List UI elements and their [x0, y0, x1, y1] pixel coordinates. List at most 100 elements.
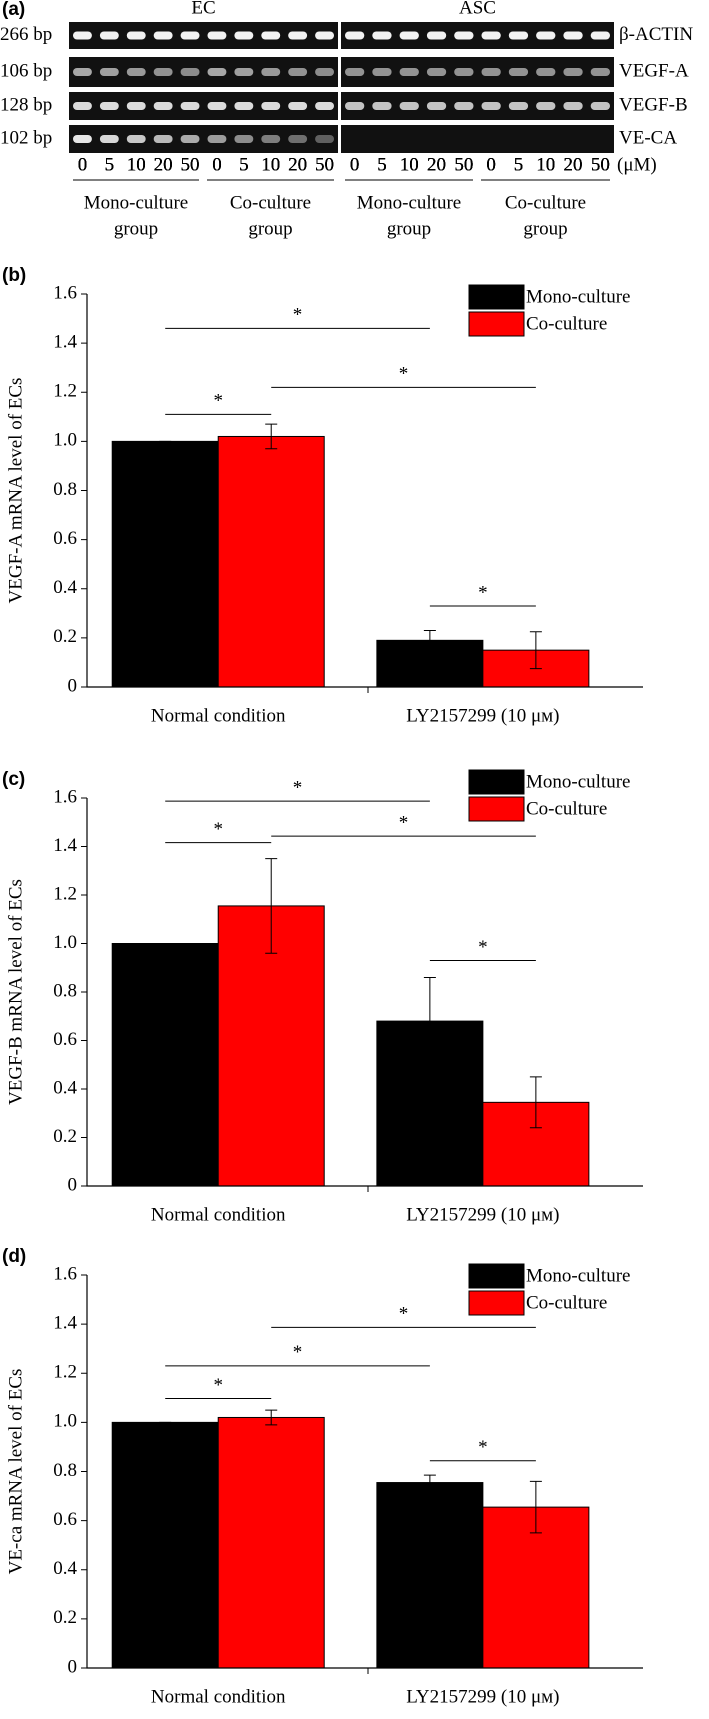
error-bar: [529, 631, 542, 670]
gel-band: [345, 31, 365, 40]
gel-band: [508, 102, 529, 110]
error-bar: [529, 1076, 542, 1129]
legend-swatch: [468, 284, 525, 310]
significance-label: *: [478, 937, 488, 958]
lane-label: 5: [377, 154, 387, 175]
band-size: 102 bp: [0, 127, 52, 148]
y-tick-label: 1.4: [53, 835, 77, 856]
lane-label: 0: [486, 154, 496, 175]
gel-band: [207, 135, 227, 143]
unit-label: (μM): [617, 154, 657, 175]
gel-band: [315, 31, 334, 40]
error-bar: [265, 1409, 278, 1426]
lane-label: 5: [105, 154, 115, 175]
lane-label: 0: [350, 154, 360, 175]
y-tick-label: 0.4: [53, 577, 77, 598]
lane-label: 10: [400, 154, 419, 175]
axes: [86, 294, 643, 688]
lane-label: 0: [350, 154, 360, 175]
gel-band: [180, 102, 200, 110]
lane-label: 20: [564, 154, 583, 175]
gel-band: [153, 135, 173, 143]
significance-label: *: [399, 812, 409, 833]
legend-label: Co-culture: [526, 798, 607, 819]
gel-band: [234, 68, 254, 76]
gel-band: [481, 31, 501, 40]
culture-group-label: Co-culture: [230, 192, 311, 213]
gel-band: [73, 68, 92, 76]
bar: [111, 440, 219, 688]
lane-label: 10: [400, 154, 419, 175]
lane-label: 20: [288, 154, 307, 175]
lane-label: 5: [105, 154, 115, 175]
error-bar: [423, 630, 436, 651]
lane-label: 50: [315, 154, 334, 175]
culture-group-label: group: [114, 218, 158, 239]
y-tick-label: 0.4: [53, 1077, 77, 1098]
lane-label: 50: [591, 154, 610, 175]
lane-label: 10: [536, 154, 555, 175]
y-tick-label: 0.2: [53, 1607, 77, 1628]
gel-band: [563, 68, 583, 76]
bar: [217, 1416, 325, 1669]
gel-band: [345, 102, 365, 110]
x-tick-label: Normal condition: [151, 1686, 286, 1707]
lane-label: 10: [261, 154, 280, 175]
gel-band: [99, 135, 119, 143]
gel-band: [536, 102, 556, 110]
gel-band: [180, 68, 200, 76]
y-tick-label: 0.6: [53, 1029, 77, 1050]
lane-label: 20: [288, 154, 307, 175]
lane-label: 10: [261, 154, 280, 175]
lane-label: 50: [315, 154, 334, 175]
gel-band: [454, 68, 474, 76]
lane-label: 50: [591, 154, 610, 175]
y-tick-label: 0.4: [53, 1558, 77, 1579]
legend-swatch: [468, 1263, 525, 1289]
gel-lane-block: [341, 125, 614, 153]
gel-band: [563, 102, 583, 110]
lane-label: 5: [514, 154, 524, 175]
panel-label: (c): [2, 769, 25, 790]
y-tick-label: 0.8: [53, 1460, 77, 1481]
gel-band: [261, 135, 281, 143]
legend-swatch: [468, 796, 525, 822]
y-tick-label: 1.0: [53, 932, 77, 953]
lane-label: 20: [427, 154, 446, 175]
gel-band: [590, 68, 610, 76]
legend-label: Mono-culture: [526, 286, 630, 307]
lane-label: 5: [514, 154, 524, 175]
lane-label: 5: [239, 154, 249, 175]
lane-label: 10: [127, 154, 146, 175]
x-tick-label: LY2157299 (10 μм): [406, 1686, 559, 1707]
significance-label: *: [213, 819, 223, 840]
gel-band: [180, 135, 200, 143]
gel-band: [261, 102, 281, 110]
gel-band: [261, 31, 281, 40]
lane-label: 10: [400, 154, 419, 175]
bar: [376, 1482, 484, 1669]
culture-group-label: Co-culture: [505, 192, 586, 213]
lane-label: 50: [181, 154, 200, 175]
y-tick-label: 0.8: [53, 980, 77, 1001]
lane-label: 20: [564, 154, 583, 175]
gel-band: [180, 31, 200, 40]
lane-label: 0: [212, 154, 222, 175]
lane-label: 10: [400, 154, 419, 175]
lane-label: 20: [564, 154, 583, 175]
lane-label: 10: [536, 154, 555, 175]
lane-label: 5: [514, 154, 524, 175]
gel-band: [508, 31, 529, 40]
lane-label: 20: [154, 154, 173, 175]
error-bar: [423, 976, 436, 1066]
error-bar: [423, 1474, 436, 1491]
y-tick-label: 1.2: [53, 1362, 77, 1383]
y-tick-label: 0.6: [53, 528, 77, 549]
lane-label: 50: [591, 154, 610, 175]
lane-label: 0: [78, 154, 88, 175]
y-tick-label: 1.4: [53, 331, 77, 352]
lane-label: 50: [181, 154, 200, 175]
lane-label: 20: [564, 154, 583, 175]
bar: [111, 943, 219, 1187]
